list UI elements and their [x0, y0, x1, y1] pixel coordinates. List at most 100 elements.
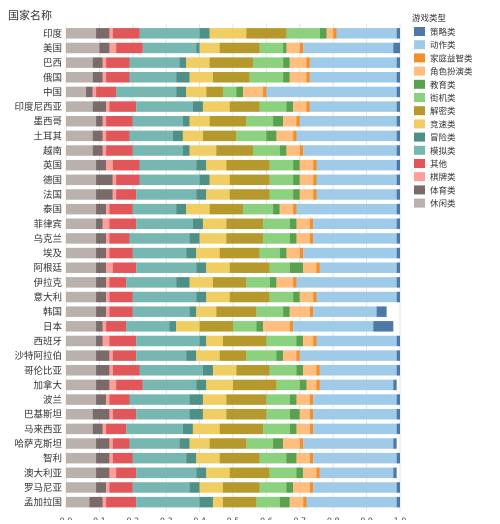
bar-segment: [92, 86, 97, 98]
bar-segment: [396, 277, 400, 288]
bar-segment: [219, 350, 247, 361]
bar-segment: [106, 321, 127, 332]
bar-segment: [229, 101, 260, 112]
bar-segment: [259, 482, 287, 493]
bar-segment: [92, 57, 103, 68]
bar-segment: [396, 482, 400, 493]
category-label: 哈萨克斯坦: [14, 438, 62, 450]
bar-segment: [96, 467, 110, 479]
legend-swatch: [414, 145, 425, 155]
legend-label: 其他: [430, 159, 448, 170]
category-label: 菲律宾: [33, 218, 62, 230]
bar-segment: [106, 247, 110, 259]
bar-segment: [316, 262, 320, 273]
bar-segment: [246, 277, 270, 288]
bar-segment: [289, 262, 304, 273]
bar-segment: [256, 496, 280, 508]
bar-segment: [226, 233, 264, 244]
bar-segment: [296, 277, 397, 288]
legend-swatch: [414, 198, 425, 208]
bar-segment: [286, 482, 294, 493]
bar-segment: [279, 496, 290, 508]
bar-row: [66, 189, 400, 200]
bar-segment: [66, 115, 97, 127]
bar-segment: [116, 174, 140, 186]
bar-segment: [303, 262, 317, 273]
legend-item: 模拟类: [414, 145, 456, 157]
bar-segment: [112, 189, 117, 200]
bar-segment: [206, 189, 230, 200]
bar-segment: [296, 365, 304, 376]
bar-segment: [393, 467, 397, 479]
bar-segment: [396, 452, 400, 464]
bar-segment: [216, 145, 254, 156]
bar-segment: [236, 365, 270, 376]
category-label: 巴西: [43, 58, 62, 69]
bar-segment: [296, 467, 304, 479]
category-label: 沙特阿拉伯: [14, 350, 62, 362]
category-label: 印度尼西亚: [14, 101, 62, 113]
bar-segment: [136, 218, 193, 230]
bar-segment: [313, 482, 397, 493]
category-label: 波兰: [43, 394, 62, 406]
bar-segment: [176, 203, 187, 215]
bar-segment: [313, 452, 397, 464]
bar-segment: [106, 291, 110, 303]
x-tick-label: 0.8: [327, 516, 340, 520]
bar-segment: [303, 335, 314, 347]
bar-segment: [66, 86, 87, 98]
bar-segment: [212, 277, 247, 288]
bar-segment: [129, 438, 180, 449]
bar-segment: [106, 496, 137, 508]
bar-segment: [296, 115, 300, 127]
category-label: 墨西哥: [33, 117, 62, 128]
bar-segment: [66, 379, 97, 391]
bar-segment: [109, 365, 113, 376]
bar-segment: [66, 159, 97, 171]
bar-segment: [199, 42, 220, 54]
x-tick-label: 0.5: [227, 516, 240, 520]
bar-segment: [106, 145, 133, 156]
bar-segment: [112, 350, 137, 361]
bar-segment: [139, 365, 203, 376]
legend-label: 角色扮演类: [430, 67, 473, 78]
x-tick-label: 0.7: [293, 516, 306, 520]
bar-segment: [176, 277, 190, 288]
bar-segment: [306, 379, 317, 391]
bar-segment: [176, 321, 200, 332]
bar-segment: [293, 189, 300, 200]
bar-segment: [286, 28, 320, 39]
category-label: 俄国: [43, 72, 62, 84]
bar-segment: [316, 159, 397, 171]
bar-segment: [296, 218, 310, 230]
bar-segment: [396, 262, 400, 273]
bar-segment: [289, 496, 304, 508]
bar-segment: [189, 115, 210, 127]
bar-segment: [246, 438, 274, 449]
bar-row: [66, 57, 400, 68]
legend-swatch: [414, 27, 425, 36]
category-label: 巴基斯坦: [24, 409, 63, 421]
legend-item: 其他: [414, 159, 448, 170]
bar-segment: [112, 159, 140, 171]
category-label: 韩国: [43, 306, 62, 318]
bar-row: [66, 145, 400, 156]
bar-segment: [396, 130, 400, 142]
bar-segment: [263, 423, 290, 435]
x-tick-label: 0.1: [93, 516, 106, 520]
category-label: 中国: [43, 86, 62, 98]
bar-row: [66, 115, 400, 127]
bar-segment: [102, 321, 107, 332]
bar-segment: [106, 423, 127, 435]
bar-segment: [246, 350, 277, 361]
bar-row: [66, 101, 400, 112]
bar-segment: [256, 306, 284, 317]
bar-segment: [132, 482, 190, 493]
bar-segment: [206, 291, 230, 303]
bar-segment: [313, 306, 377, 317]
bar-segment: [189, 145, 217, 156]
bar-segment: [299, 247, 304, 259]
x-tick-label: 1.0: [394, 516, 407, 520]
bar-segment: [269, 189, 294, 200]
bar-segment: [192, 101, 203, 112]
